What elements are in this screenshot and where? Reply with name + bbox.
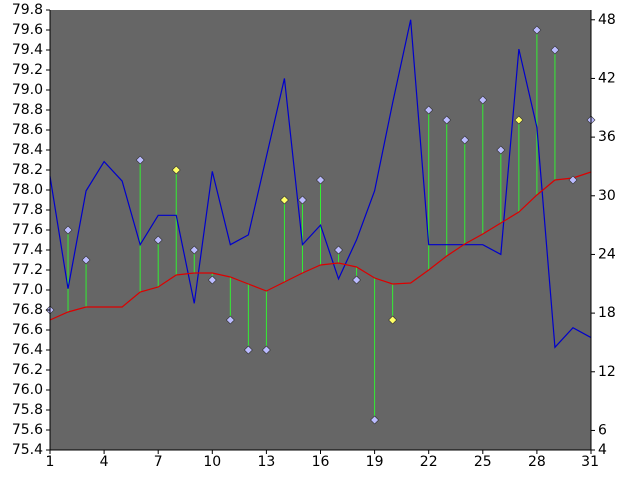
data-point-marker xyxy=(352,275,361,285)
y-tick-label: 76.0 xyxy=(12,382,43,398)
y-tick-label: 78.0 xyxy=(12,182,43,198)
y-tick-label: 79.2 xyxy=(12,62,43,78)
data-point-marker xyxy=(225,315,235,325)
y-tick-label: 78.6 xyxy=(12,122,43,138)
data-point-marker xyxy=(171,165,181,175)
x-tick-label: 7 xyxy=(154,454,163,470)
y-tick-label: 79.6 xyxy=(12,22,43,38)
y-tick-label: 77.8 xyxy=(12,202,43,218)
y-tick-label: 77.2 xyxy=(12,262,43,278)
x-tick-label: 19 xyxy=(366,454,384,470)
x-tick-label: 25 xyxy=(474,454,492,470)
markers-layer xyxy=(45,25,596,425)
data-point-marker xyxy=(460,135,470,145)
y-tick-label: 79.8 xyxy=(12,2,43,18)
y-tick-label: 78.8 xyxy=(12,102,43,118)
y-tick-label: 79.4 xyxy=(12,42,43,58)
data-point-marker xyxy=(568,175,578,185)
data-point-marker xyxy=(298,195,307,205)
y2-tick-label: 24 xyxy=(598,246,616,262)
data-point-marker xyxy=(514,115,524,125)
y-tick-label: 77.6 xyxy=(12,222,43,238)
x-tick-label: 31 xyxy=(581,454,599,470)
y2-tick-label: 30 xyxy=(598,188,616,204)
x-tick-label: 1 xyxy=(46,454,55,470)
y2-tick-label: 6 xyxy=(598,422,607,438)
data-point-marker xyxy=(189,245,199,255)
y-tick-label: 77.0 xyxy=(12,282,43,298)
y-tick-label: 76.6 xyxy=(12,322,43,338)
data-point-marker xyxy=(153,235,163,245)
y-tick-label: 78.4 xyxy=(12,142,43,158)
data-point-marker xyxy=(478,95,488,105)
moving-average-series-line xyxy=(49,171,592,321)
data-point-marker xyxy=(261,345,271,355)
data-point-marker xyxy=(388,315,398,325)
x-tick-label: 4 xyxy=(100,454,109,470)
volume-series-line xyxy=(49,19,592,349)
x-tick-label: 22 xyxy=(420,454,438,470)
data-point-marker xyxy=(442,115,452,125)
x-tick-label: 16 xyxy=(312,454,330,470)
x-tick-label: 28 xyxy=(528,454,546,470)
lines-layer xyxy=(49,19,592,349)
data-point-marker xyxy=(424,105,434,115)
y-tick-label: 75.4 xyxy=(12,442,43,458)
data-point-marker xyxy=(334,245,343,255)
y-tick-label: 78.2 xyxy=(12,162,43,178)
y2-tick-label: 18 xyxy=(598,305,616,321)
y-tick-label: 76.2 xyxy=(12,362,43,378)
y2-tick-label: 4 xyxy=(598,442,607,458)
stems-layer xyxy=(49,30,592,420)
data-point-marker xyxy=(63,225,73,235)
y-tick-label: 75.6 xyxy=(12,422,43,438)
data-point-marker xyxy=(280,195,289,205)
data-point-marker xyxy=(81,255,91,265)
data-point-marker xyxy=(496,145,506,155)
data-point-marker xyxy=(316,175,325,185)
y-tick-label: 76.4 xyxy=(12,342,43,358)
data-point-marker xyxy=(207,275,217,285)
data-point-marker xyxy=(532,25,542,35)
data-point-marker xyxy=(550,45,560,55)
x-tick-label: 10 xyxy=(203,454,221,470)
y-tick-label: 75.8 xyxy=(12,402,43,418)
y-tick-label: 76.8 xyxy=(12,302,43,318)
y-tick-label: 77.4 xyxy=(12,242,43,258)
data-point-marker xyxy=(243,345,253,355)
data-point-marker xyxy=(135,155,145,165)
y2-tick-label: 42 xyxy=(598,70,616,86)
y2-tick-label: 36 xyxy=(598,129,616,145)
y-tick-label: 79.0 xyxy=(12,82,43,98)
y2-tick-label: 12 xyxy=(598,364,616,380)
x-tick-label: 13 xyxy=(257,454,275,470)
axes-layer: 75.4 75.6 75.8 76.0 76.2 76.4 76.6 76.8 77.0 77.2… xyxy=(12,2,616,470)
data-point-marker xyxy=(370,415,380,425)
y2-tick-label: 48 xyxy=(598,12,616,28)
